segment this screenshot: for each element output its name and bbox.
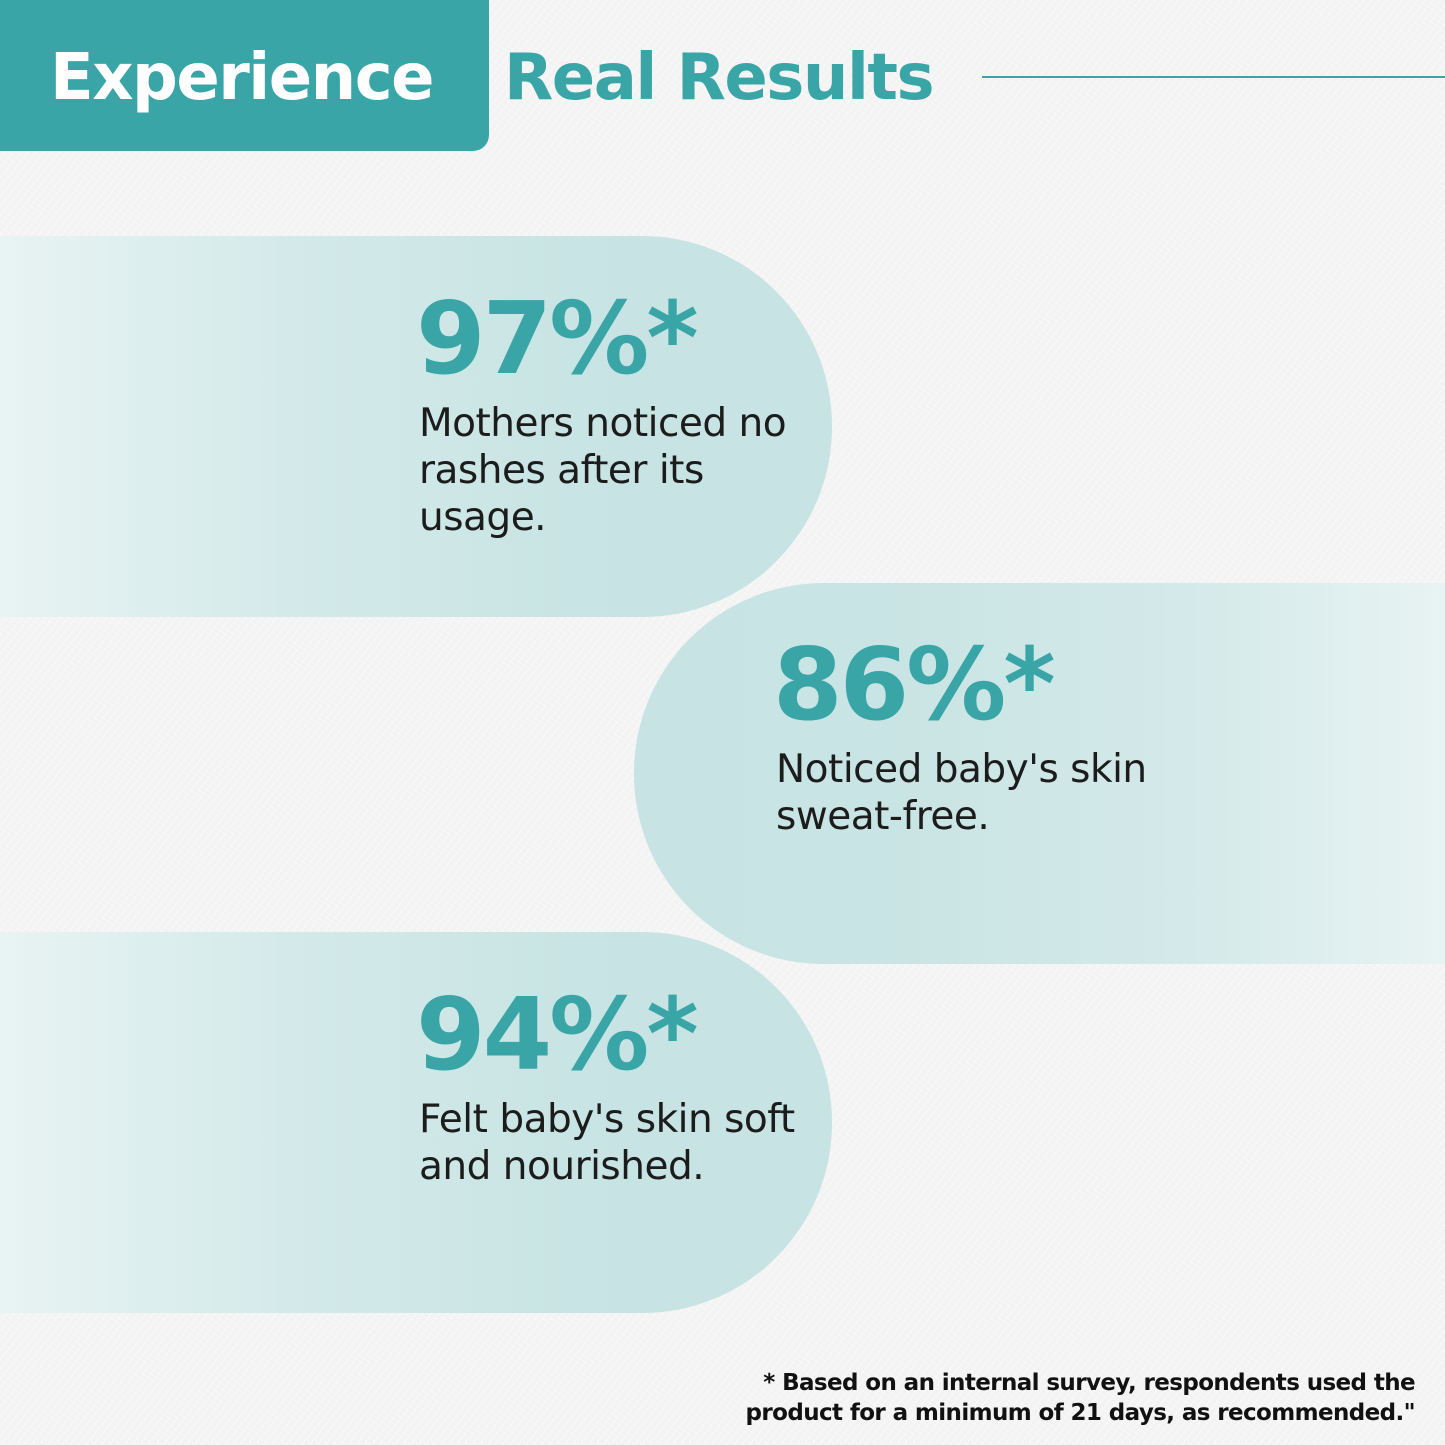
stat-description-rashes: Mothers noticed no rashes after its usag… (419, 401, 787, 540)
survey-footnote: * Based on an internal survey, responden… (745, 1370, 1416, 1426)
title-highlight: Experience (50, 41, 435, 115)
stat-card-rashes (0, 236, 832, 617)
title-rest: Real Results (504, 41, 935, 115)
stat-value-rashes: 97%* (416, 280, 699, 397)
stat-value-sweat-free: 86%* (773, 626, 1056, 743)
stat-description-sweat-free: Noticed baby's skin sweat-free. (776, 747, 1147, 839)
stat-card-soft-skin (0, 932, 832, 1313)
stat-description-soft-skin: Felt baby's skin soft and nourished. (419, 1097, 795, 1189)
title-highlight-tab: Experience (0, 0, 489, 151)
stat-card-sweat-free (634, 583, 1445, 964)
title-divider-line (982, 76, 1445, 78)
stat-value-soft-skin: 94%* (416, 976, 699, 1093)
